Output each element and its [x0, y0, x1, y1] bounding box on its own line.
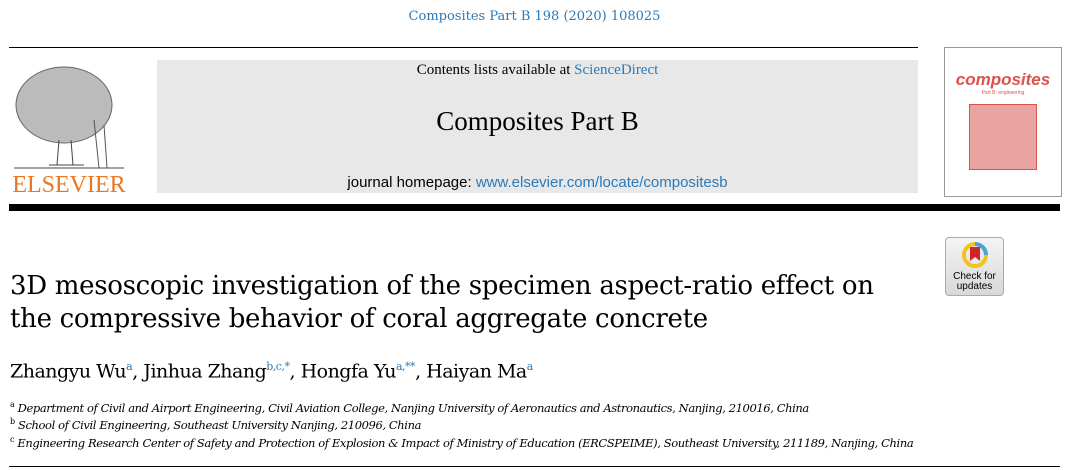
author-name[interactable]: Jinhua Zhang [143, 360, 267, 383]
affiliation-text: Engineering Research Center of Safety an… [17, 435, 914, 450]
cover-subtitle: Part B: engineering [981, 90, 1025, 96]
homepage-line: journal homepage: www.elsevier.com/locat… [157, 174, 918, 191]
separator: , [415, 360, 427, 383]
affiliation: a Department of Civil and Airport Engine… [10, 400, 809, 415]
journal-masthead: Contents lists available at ScienceDirec… [157, 60, 918, 193]
elsevier-wordmark: ELSEVIER [12, 172, 126, 198]
separator: , [132, 360, 144, 383]
author-affiliation-marker[interactable]: a,** [396, 360, 416, 373]
journal-cover-image[interactable]: composites Part B: engineering [944, 47, 1062, 197]
check-label-2: updates [956, 281, 993, 292]
affiliation-label: b [10, 417, 15, 426]
check-for-updates-button[interactable]: Check for updates [945, 237, 1004, 296]
author-affiliation-marker[interactable]: a [526, 360, 534, 373]
affiliation-text: School of Civil Engineering, Southeast U… [18, 417, 422, 432]
author-name[interactable]: Haiyan Ma [426, 360, 527, 383]
author-name[interactable]: Hongfa Yu [300, 360, 397, 383]
journal-citation[interactable]: Composites Part B 198 (2020) 108025 [408, 9, 661, 24]
bookmark-icon [961, 242, 988, 268]
contents-prefix: Contents lists available at [416, 62, 575, 78]
affiliation: b School of Civil Engineering, Southeast… [10, 417, 421, 432]
contents-line: Contents lists available at ScienceDirec… [157, 62, 918, 79]
author-list: Zhangyu Wua, Jinhua Zhangb,c,*, Hongfa Y… [10, 360, 533, 382]
affiliation-label: a [10, 400, 15, 409]
check-label-1: Check for [953, 271, 996, 282]
cover-title: composites [955, 70, 1051, 89]
affiliation: c Engineering Research Center of Safety … [10, 435, 914, 450]
divider [9, 47, 918, 48]
elsevier-tree-logo [14, 66, 124, 169]
sciencedirect-link[interactable]: ScienceDirect [574, 62, 659, 78]
author-name[interactable]: Zhangyu Wu [10, 360, 127, 383]
homepage-prefix: journal homepage: [347, 174, 476, 191]
homepage-link[interactable]: www.elsevier.com/locate/compositesb [475, 174, 728, 191]
author-affiliation-marker[interactable]: b,c,* [266, 360, 290, 373]
article-title: 3D mesoscopic investigation of the speci… [10, 271, 874, 334]
journal-title: Composites Part B [436, 106, 639, 136]
thick-divider [9, 204, 1060, 211]
separator: , [289, 360, 301, 383]
affiliation-label: c [10, 435, 15, 444]
cover-artwork [969, 104, 1037, 170]
author-affiliation-marker[interactable]: a [126, 360, 133, 373]
divider [9, 466, 1060, 467]
affiliation-text: Department of Civil and Airport Engineer… [17, 400, 810, 415]
